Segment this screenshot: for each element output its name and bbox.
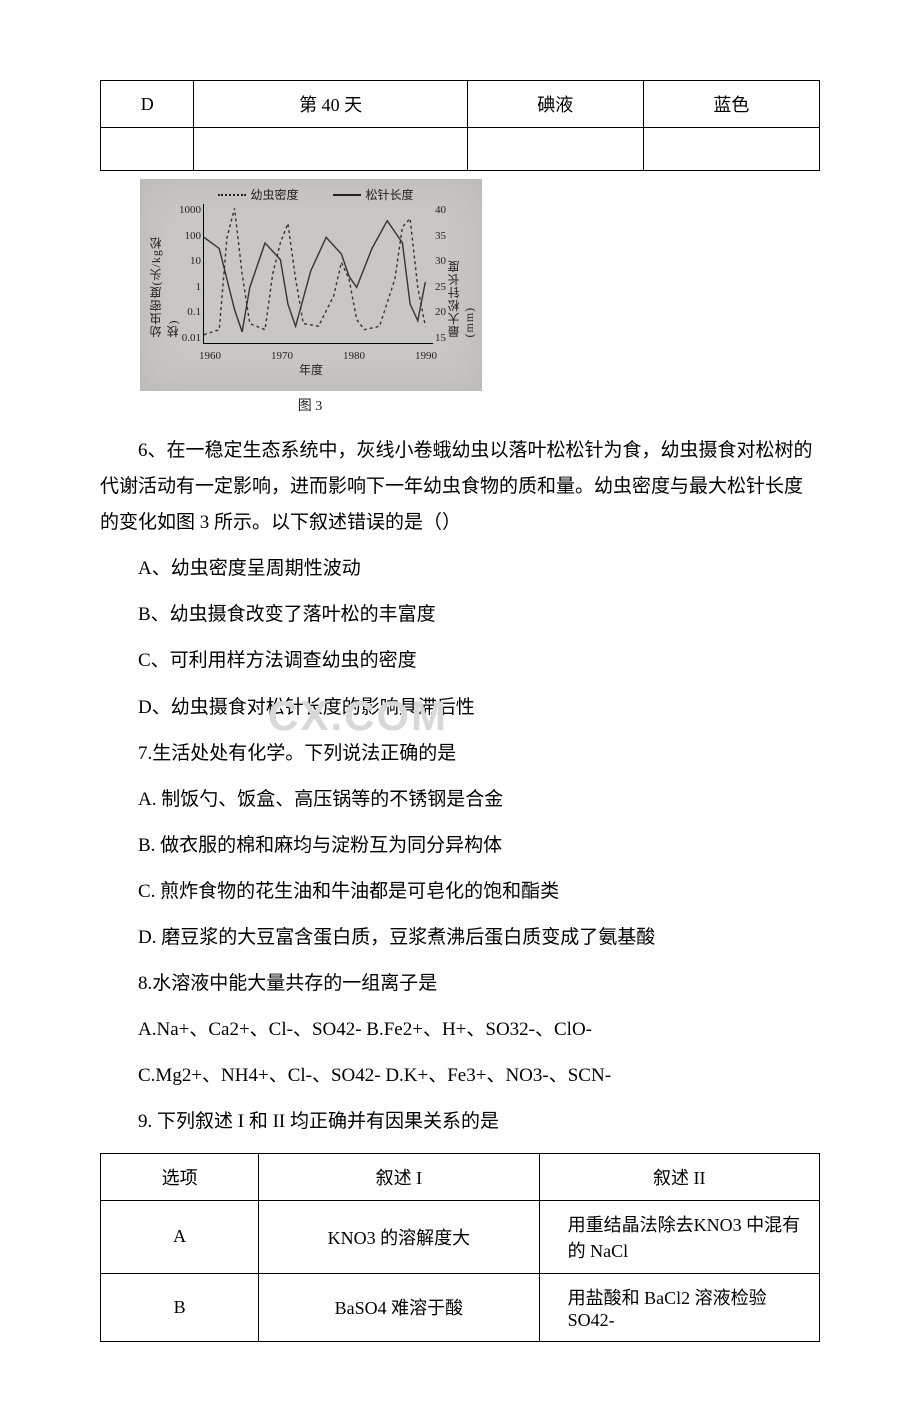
tick-label: 35 <box>435 230 459 242</box>
table-row <box>101 128 820 171</box>
chart-legend: 幼虫密度 松针长度 <box>201 186 431 203</box>
tick-label: 100 <box>169 230 201 242</box>
table-header: 叙述 I <box>259 1153 539 1200</box>
table-row: B BaSO4 难溶于酸 用盐酸和 BaCl2 溶液检验 SO42- <box>101 1273 820 1341</box>
chart-svg <box>204 204 433 343</box>
q7-option-c: C. 煎炸食物的花生油和牛油都是可皂化的饱和酯类 <box>100 874 820 910</box>
table-cell: 第 40 天 <box>194 81 467 128</box>
table-cell: B <box>101 1273 259 1341</box>
legend-dash-icon <box>218 194 246 196</box>
table-row: D 第 40 天 碘液 蓝色 <box>101 81 820 128</box>
legend-solid-icon <box>333 194 361 196</box>
table-cell: 用盐酸和 BaCl2 溶液检验 SO42- <box>539 1273 819 1341</box>
figure-3: 幼虫密度 松针长度 幼虫密度(头/kg松枝) 最大松针长度(mm) 1000 1… <box>140 179 820 415</box>
q6-option-b: B、幼虫摄食改变了落叶松的丰富度 <box>100 597 820 633</box>
q8-stem: 8.水溶液中能大量共存的一组离子是 <box>100 966 820 1002</box>
tick-label: 10 <box>169 255 201 267</box>
top-table: D 第 40 天 碘液 蓝色 <box>100 80 820 171</box>
table-header-row: 选项 叙述 I 叙述 II <box>101 1153 820 1200</box>
tick-label: 0.01 <box>169 332 201 344</box>
tick-label: 20 <box>435 306 459 318</box>
table-cell <box>643 128 819 171</box>
table-row: A KNO3 的溶解度大 用重结晶法除去KNO3 中混有的 NaCl <box>101 1200 820 1273</box>
q6-stem: 6、在一稳定生态系统中，灰线小卷蛾幼虫以落叶松松针为食，幼虫摄食对松树的代谢活动… <box>100 433 820 541</box>
table-cell <box>467 128 643 171</box>
table-cell <box>194 128 467 171</box>
table-cell <box>101 128 194 171</box>
table-header: 选项 <box>101 1153 259 1200</box>
table-cell: D <box>101 81 194 128</box>
q7-option-d: D. 磨豆浆的大豆富含蛋白质，豆浆煮沸后蛋白质变成了氨基酸 <box>100 920 820 956</box>
table-cell: 用重结晶法除去KNO3 中混有的 NaCl <box>539 1200 819 1273</box>
figure-3-plot: 幼虫密度 松针长度 幼虫密度(头/kg松枝) 最大松针长度(mm) 1000 1… <box>140 179 482 391</box>
q6-option-c: C、可利用样方法调查幼虫的密度 <box>100 643 820 679</box>
q8-line1: A.Na+、Ca2+、Cl-、SO42- B.Fe2+、H+、SO32-、ClO… <box>100 1012 820 1048</box>
tick-label: 1 <box>169 281 201 293</box>
tick-label: 40 <box>435 204 459 216</box>
y-right-ticks: 40 35 30 25 20 15 <box>435 204 459 344</box>
tick-label: 1000 <box>169 204 201 216</box>
legend-series2: 松针长度 <box>333 186 413 203</box>
q6-option-a: A、幼虫密度呈周期性波动 <box>100 551 820 587</box>
q9-stem: 9. 下列叙述 I 和 II 均正确并有因果关系的是 <box>100 1104 820 1140</box>
table-cell: BaSO4 难溶于酸 <box>259 1273 539 1341</box>
x-axis-label: 年度 <box>141 361 481 378</box>
tick-label: 30 <box>435 255 459 267</box>
q8-line2: C.Mg2+、NH4+、Cl-、SO42- D.K+、Fe3+、NO3-、SCN… <box>100 1058 820 1094</box>
q6-option-d-text: D、幼虫摄食对松针长度的影响具滞后性 <box>138 697 475 718</box>
tick-label: 15 <box>435 332 459 344</box>
q7-stem: 7.生活处处有化学。下列说法正确的是 <box>100 736 820 772</box>
plot-area <box>203 204 433 344</box>
table-header: 叙述 II <box>539 1153 819 1200</box>
table-cell: A <box>101 1200 259 1273</box>
table-cell: 蓝色 <box>643 81 819 128</box>
legend-label: 幼虫密度 <box>250 186 298 203</box>
tick-label: 0.1 <box>169 306 201 318</box>
tick-label: 25 <box>435 281 459 293</box>
q7-option-b: B. 做衣服的棉和麻均与淀粉互为同分异构体 <box>100 828 820 864</box>
figure-caption: 图 3 <box>140 395 480 415</box>
legend-series1: 幼虫密度 <box>218 186 298 203</box>
q7-option-a: A. 制饭勺、饭盒、高压锅等的不锈钢是合金 <box>100 782 820 818</box>
series2-line <box>204 221 425 332</box>
q9-table: 选项 叙述 I 叙述 II A KNO3 的溶解度大 用重结晶法除去KNO3 中… <box>100 1153 820 1342</box>
table-cell: 碘液 <box>467 81 643 128</box>
table-cell: KNO3 的溶解度大 <box>259 1200 539 1273</box>
legend-label: 松针长度 <box>365 186 413 203</box>
document-page: D 第 40 天 碘液 蓝色 幼虫密度 松针长度 幼 <box>0 0 920 1402</box>
y-left-ticks: 1000 100 10 1 0.1 0.01 <box>169 204 201 344</box>
q6-option-d: D、幼虫摄食对松针长度的影响具滞后性 CX.COM <box>100 690 820 726</box>
